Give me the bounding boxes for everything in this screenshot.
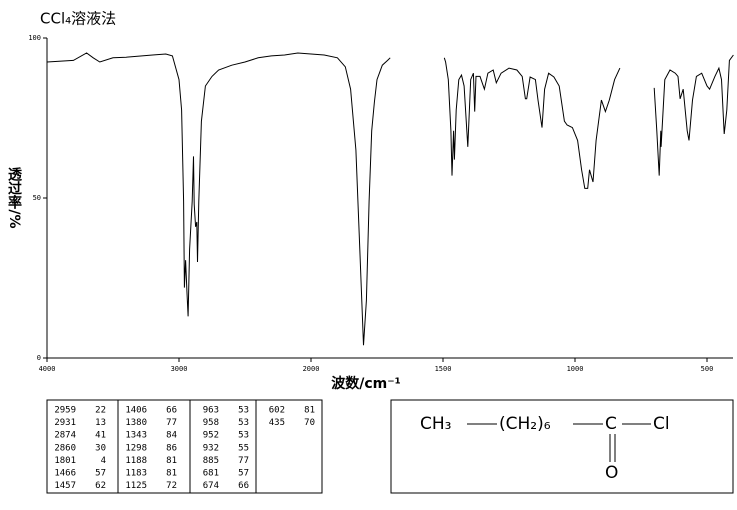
peak-transmittance: 66 [166,406,177,416]
peak-wavenumber: 602 [269,406,285,416]
peak-transmittance: 81 [166,456,177,466]
peak-transmittance: 81 [166,469,177,479]
structure-group: (CH₂)₆ [499,414,551,434]
x-axis-label: 波数/cm⁻¹ [331,375,401,392]
peak-wavenumber: 1380 [125,418,147,428]
peak-wavenumber: 1406 [125,406,147,416]
chart-title: CCl₄溶液法 [40,10,116,28]
structure-group: CH₃ [420,414,451,434]
peak-wavenumber: 2931 [54,418,76,428]
structure-frame [390,399,734,494]
peak-wavenumber: 1801 [54,456,76,466]
peak-wavenumber: 958 [203,418,219,428]
peak-wavenumber: 952 [203,431,219,441]
x-tick-label: 3000 [171,365,188,373]
peak-wavenumber: 1457 [54,481,76,491]
y-tick-label: 50 [33,194,41,202]
peak-wavenumber: 1298 [125,443,147,453]
peak-transmittance: 41 [95,431,106,441]
spectrum-line [46,52,734,346]
peak-wavenumber: 674 [203,481,219,491]
peak-transmittance: 53 [238,418,249,428]
peak-transmittance: 77 [238,456,249,466]
peak-wavenumber: 1125 [125,481,147,491]
peak-wavenumber: 2874 [54,431,76,441]
peak-wavenumber: 681 [203,469,219,479]
peak-transmittance: 53 [238,406,249,416]
y-axis-label: 透过率/% [6,167,22,228]
x-tick-label: 1000 [567,365,584,373]
peak-wavenumber: 932 [203,443,219,453]
peak-wavenumber: 435 [269,418,285,428]
peak-transmittance: 55 [238,443,249,453]
peak-transmittance: 72 [166,481,177,491]
x-tick-label: 2000 [303,365,320,373]
x-tick-label: 4000 [39,365,56,373]
peak-transmittance: 66 [238,481,249,491]
peak-transmittance: 53 [238,431,249,441]
peak-wavenumber: 885 [203,456,219,466]
peak-transmittance: 86 [166,443,177,453]
y-tick-label: 100 [28,34,41,42]
peak-transmittance: 62 [95,481,106,491]
peak-transmittance: 57 [238,469,249,479]
peak-transmittance: 57 [95,469,106,479]
structure-atom: Cl [653,414,670,434]
peak-wavenumber: 1343 [125,431,147,441]
peak-wavenumber: 1183 [125,469,147,479]
peak-wavenumber: 2860 [54,443,76,453]
peak-transmittance: 70 [304,418,315,428]
structure-atom: C [605,414,617,434]
x-tick-label: 1500 [435,365,452,373]
peak-transmittance: 4 [101,456,106,466]
structure-atom: O [605,463,618,483]
peak-transmittance: 22 [95,406,106,416]
peak-transmittance: 84 [166,431,177,441]
peak-table-frame [46,399,323,494]
peak-transmittance: 77 [166,418,177,428]
peak-wavenumber: 2959 [54,406,76,416]
x-tick-label: 500 [701,365,714,373]
y-tick-label: 0 [37,354,41,362]
peak-transmittance: 81 [304,406,315,416]
peak-wavenumber: 1188 [125,456,147,466]
peak-wavenumber: 1466 [54,469,76,479]
peak-wavenumber: 963 [203,406,219,416]
peak-transmittance: 30 [95,443,106,453]
peak-transmittance: 13 [95,418,106,428]
